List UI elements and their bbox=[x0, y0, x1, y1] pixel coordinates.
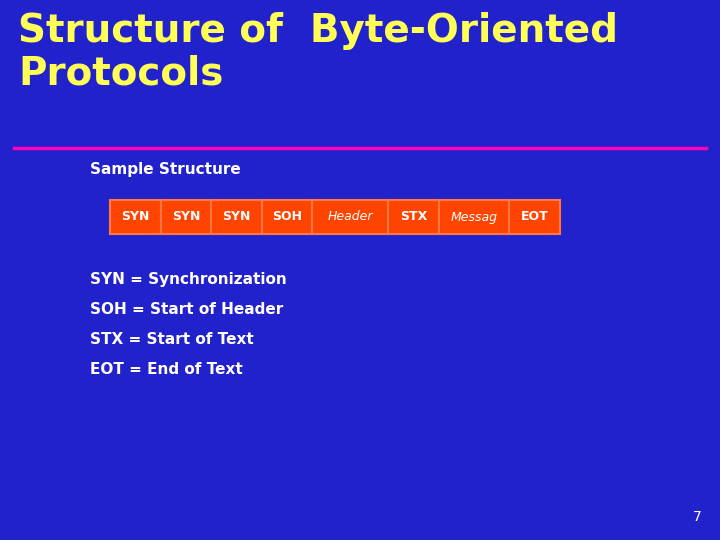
Text: SYN = Synchronization: SYN = Synchronization bbox=[90, 272, 287, 287]
Bar bbox=[211, 200, 261, 234]
Text: STX = Start of Text: STX = Start of Text bbox=[90, 332, 253, 347]
Text: STX: STX bbox=[400, 211, 427, 224]
Text: Messag: Messag bbox=[451, 211, 498, 224]
Text: Header: Header bbox=[328, 211, 373, 224]
Text: SYN: SYN bbox=[171, 211, 200, 224]
Bar bbox=[110, 200, 161, 234]
Text: EOT: EOT bbox=[521, 211, 549, 224]
Text: 7: 7 bbox=[693, 510, 702, 524]
Text: EOT = End of Text: EOT = End of Text bbox=[90, 362, 243, 377]
Bar bbox=[438, 200, 510, 234]
Bar bbox=[261, 200, 312, 234]
Text: SYN: SYN bbox=[222, 211, 251, 224]
Text: SYN: SYN bbox=[121, 211, 150, 224]
Text: SOH: SOH bbox=[272, 211, 302, 224]
Text: SOH = Start of Header: SOH = Start of Header bbox=[90, 302, 283, 317]
Bar bbox=[161, 200, 211, 234]
Text: Structure of  Byte-Oriented
Protocols: Structure of Byte-Oriented Protocols bbox=[18, 12, 618, 92]
Bar bbox=[388, 200, 438, 234]
Bar bbox=[312, 200, 388, 234]
Text: Sample Structure: Sample Structure bbox=[90, 162, 240, 177]
Bar bbox=[510, 200, 560, 234]
